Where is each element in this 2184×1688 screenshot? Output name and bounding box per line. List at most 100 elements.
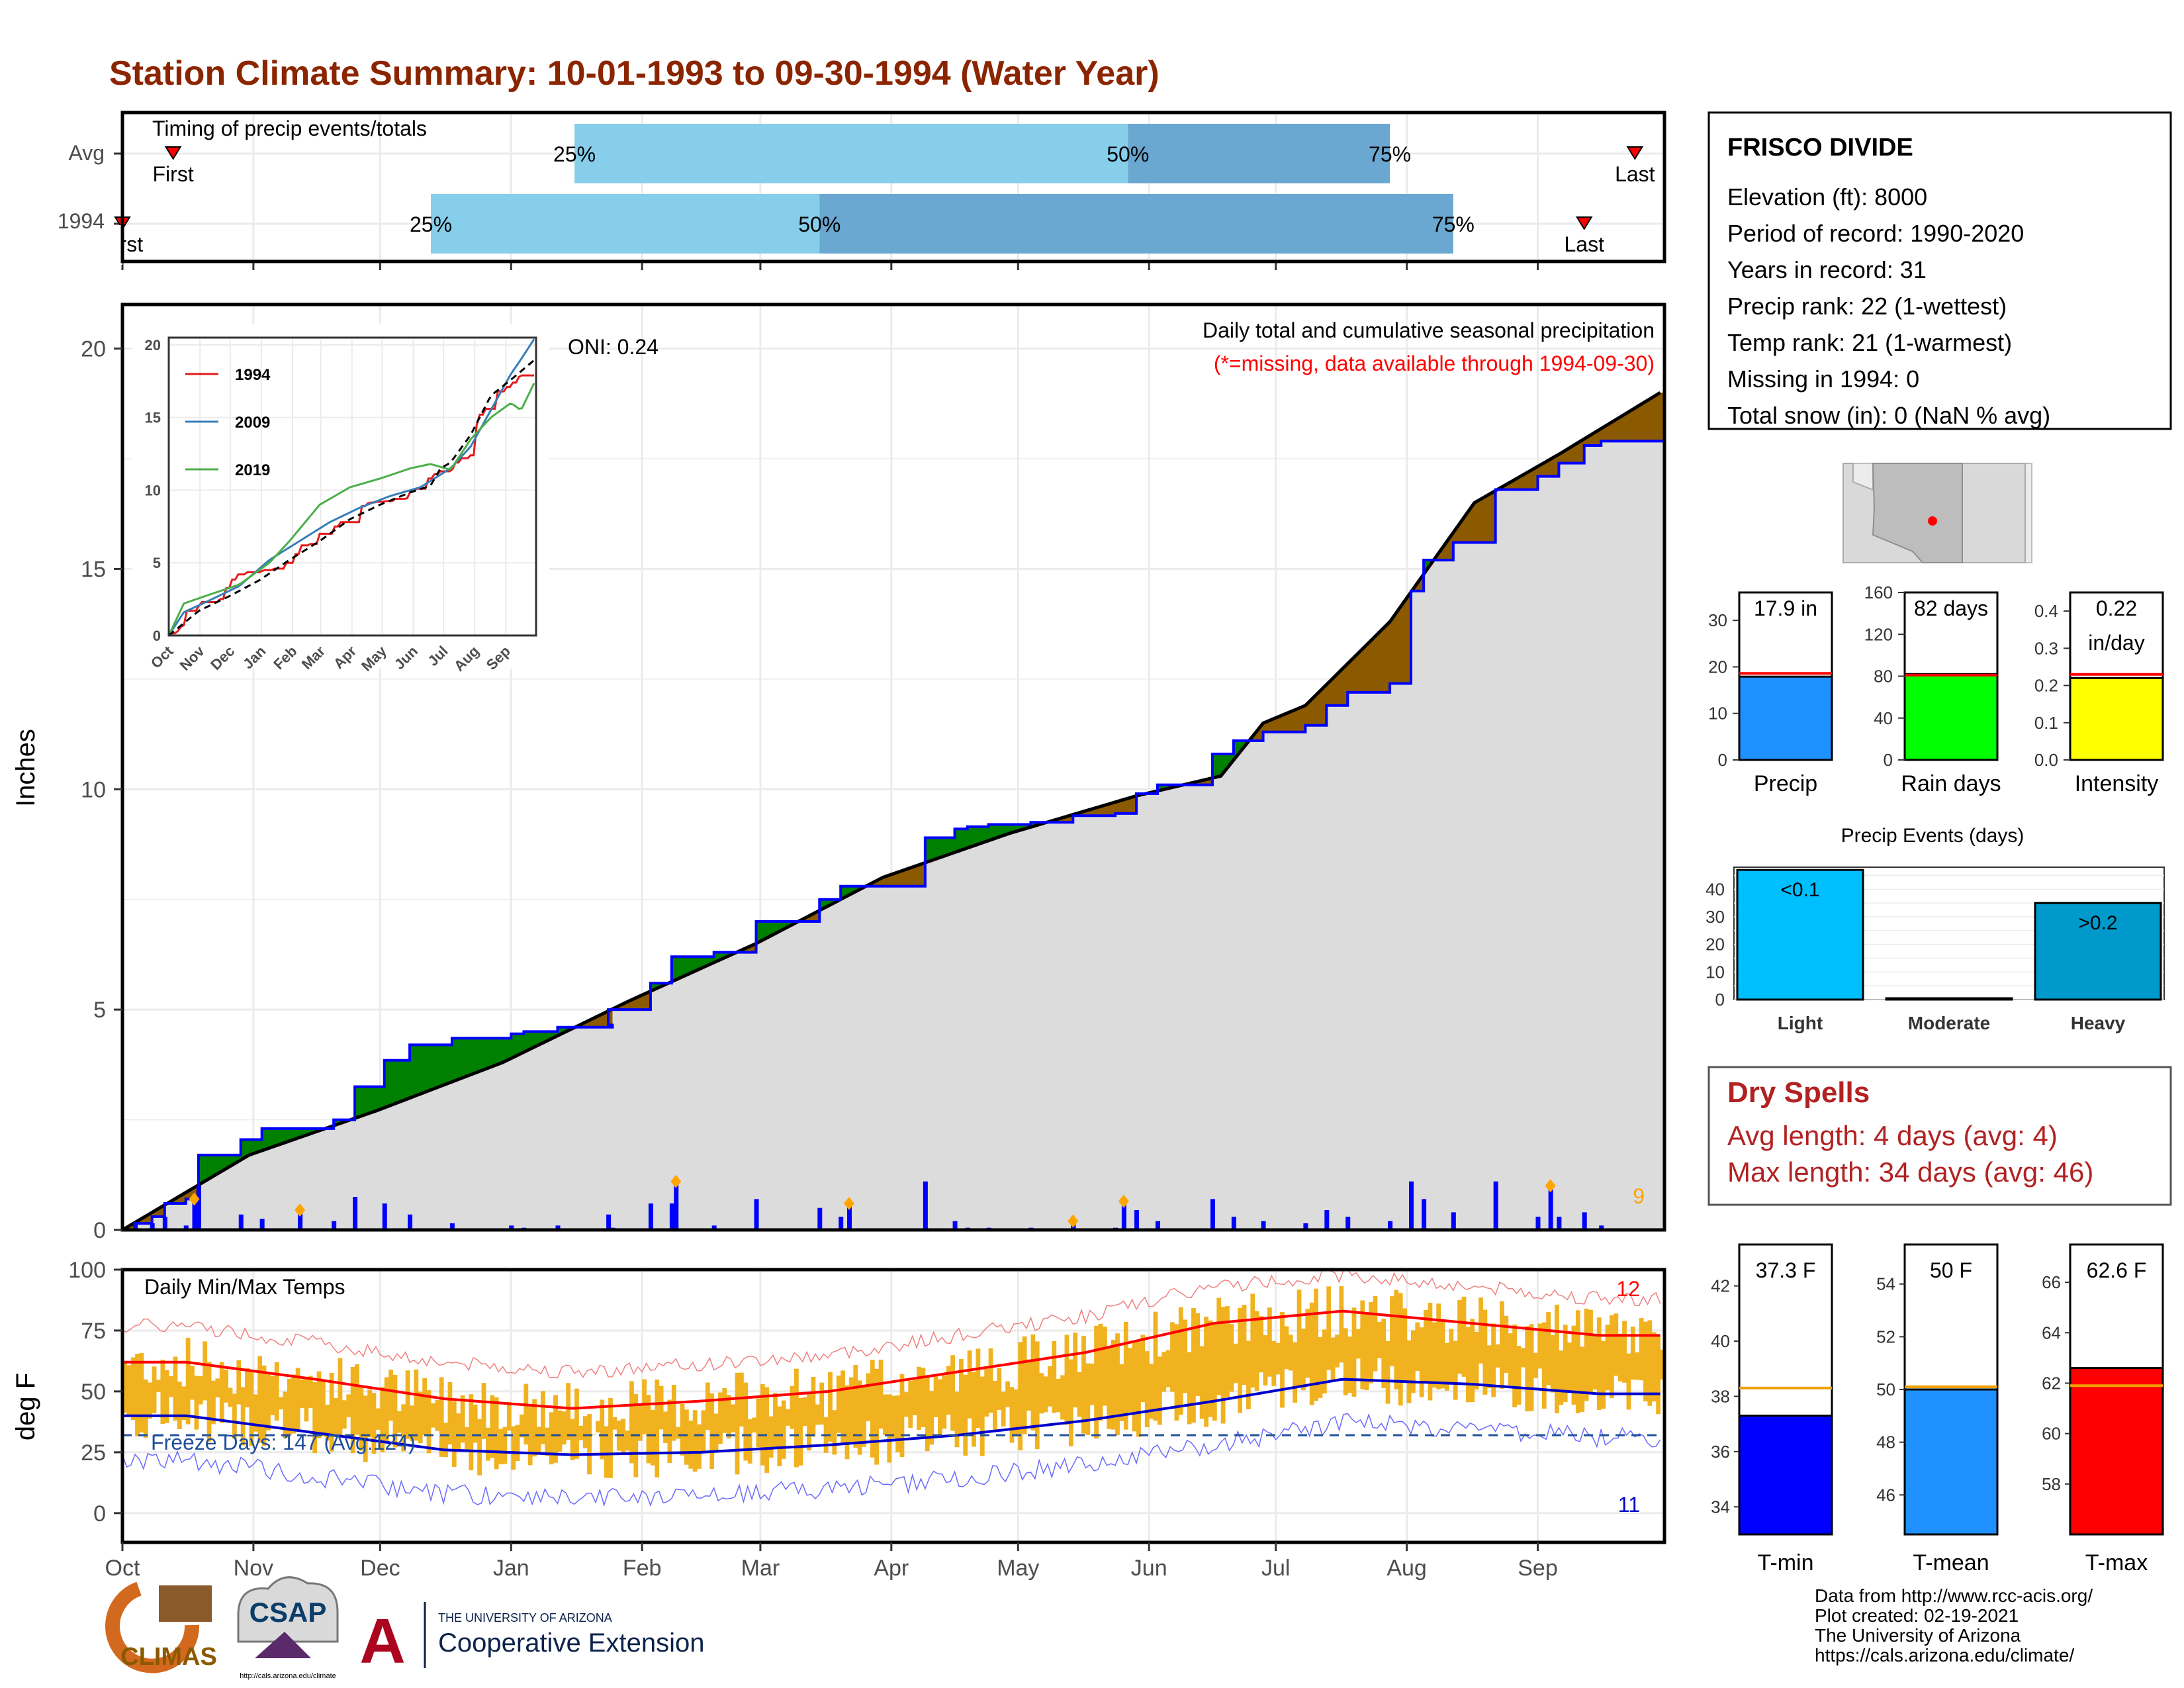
cumulative-fill-day <box>439 1086 444 1230</box>
cumulative-fill-day <box>1293 731 1298 1230</box>
daily-temp-range-bar <box>566 1383 571 1440</box>
mini-bar-value <box>2069 677 2164 761</box>
cumulative-fill-day <box>874 886 880 1230</box>
above-avg-fill-day <box>958 829 964 851</box>
below-avg-fill-day <box>903 869 909 886</box>
daily-temp-range-bar <box>899 1374 905 1458</box>
daily-temp-range-bar <box>1406 1340 1412 1403</box>
above-avg-fill-day <box>938 837 942 858</box>
daily-temp-range-bar <box>1369 1302 1373 1383</box>
daily-temp-range-bar <box>341 1400 347 1429</box>
cumulative-fill-day <box>1098 816 1103 1230</box>
below-avg-fill-day <box>177 1196 182 1204</box>
daily-temp-range-bar <box>600 1399 605 1460</box>
daily-temp-range-bar <box>642 1379 647 1434</box>
csap-url: http://cals.arizona.edu/climate <box>240 1672 336 1680</box>
above-avg-fill-day <box>993 824 997 839</box>
cumulative-fill-day <box>844 896 850 1230</box>
daily-temp-range-bar <box>506 1401 512 1431</box>
daily-temp-range-bar <box>143 1379 148 1438</box>
daily-temp-range-bar <box>1022 1336 1027 1434</box>
below-avg-fill-day <box>621 1004 626 1010</box>
daily-temp-range-bar <box>1107 1346 1112 1429</box>
above-avg-fill-day <box>494 1038 499 1065</box>
below-avg-fill-day <box>1119 800 1124 814</box>
daily-temp-range-bar <box>655 1380 660 1477</box>
above-avg-fill-day <box>477 1038 482 1072</box>
cumulative-fill-day <box>984 841 989 1230</box>
daily-temp-range-bar <box>604 1426 609 1478</box>
above-avg-fill-day <box>1005 824 1011 834</box>
temp-frame <box>120 1268 1666 1544</box>
inset-y-tick-label: 20 <box>145 337 161 353</box>
cumulative-fill-day <box>688 972 694 1230</box>
daily-temp-range-bar <box>1360 1300 1365 1389</box>
daily-temp-range-bar <box>1259 1316 1263 1373</box>
daily-temp-range-bar <box>1204 1317 1208 1427</box>
daily-temp-range-bar <box>228 1387 233 1407</box>
cumulative-fill-day <box>1592 445 1598 1230</box>
below-avg-fill-day <box>752 944 757 953</box>
daily-temp-range-bar <box>1453 1340 1458 1400</box>
daily-temp-range-bar <box>967 1350 972 1419</box>
below-avg-fill-day <box>600 1014 605 1027</box>
below-avg-fill-day <box>1406 594 1412 684</box>
above-avg-fill-day <box>532 1031 537 1047</box>
daily-temp-range-bar <box>595 1421 600 1432</box>
cumulative-fill-day <box>1440 560 1445 1230</box>
daily-temp-range-bar <box>291 1374 296 1434</box>
cumulative-fill-day <box>367 1113 373 1230</box>
daily-temp-range-bar <box>156 1380 161 1392</box>
cumulative-fill-day <box>942 856 947 1230</box>
below-avg-fill-day <box>148 1213 153 1224</box>
daily-temp-range-bar <box>1512 1324 1517 1407</box>
daily-temp-range-bar <box>135 1354 140 1436</box>
inset-y-tick-label: 5 <box>153 555 161 571</box>
cumulative-fill-day <box>418 1094 423 1230</box>
mini-bar-value-label: 17.9 in <box>1754 596 1817 620</box>
daily-precip-bar <box>196 1186 201 1230</box>
daily-temp-range-bar <box>1284 1326 1289 1369</box>
cumulative-fill-day <box>1580 463 1585 1230</box>
daily-temp-range-bar <box>1085 1363 1091 1435</box>
daily-temp-range-bar <box>718 1392 723 1444</box>
daily-temp-range-bar <box>997 1368 1002 1410</box>
above-avg-fill-day <box>709 957 715 964</box>
daily-temp-range-bar <box>921 1368 926 1427</box>
temp-mini-bar <box>2069 1367 2164 1536</box>
station-info-line: Temp rank: 21 (1-warmest) <box>1727 329 2012 356</box>
daily-temp-range-bar <box>819 1382 825 1425</box>
daily-temp-range-bar <box>1373 1295 1378 1372</box>
daily-temp-range-bar <box>1486 1345 1492 1389</box>
climas-logo-text: CLIMAS <box>120 1643 217 1671</box>
daily-temp-range-bar <box>287 1378 292 1435</box>
cumulative-fill-day <box>1610 441 1614 1231</box>
temp-mini-tick-label: 62 <box>2042 1373 2061 1393</box>
below-avg-fill-day <box>874 880 880 886</box>
daily-temp-range-bar <box>828 1372 833 1442</box>
daily-precip-bar <box>509 1225 514 1230</box>
below-avg-fill-day <box>143 1216 148 1224</box>
above-avg-fill-day <box>540 1031 545 1043</box>
daily-temp-range-bar <box>853 1364 858 1448</box>
above-avg-fill-day <box>848 886 854 894</box>
month-tick-label: Aug <box>1387 1556 1427 1581</box>
cumulative-fill-day <box>431 1089 435 1230</box>
mini-bar-tick-label: 0.1 <box>2034 713 2058 733</box>
above-avg-fill-day <box>384 1060 389 1107</box>
cumulative-fill-day <box>1567 463 1572 1230</box>
cumulative-fill-day <box>177 1203 182 1230</box>
daily-precip-bar <box>1155 1221 1160 1230</box>
daily-temp-range-bar <box>190 1366 195 1400</box>
events-category-label: Heavy <box>2071 1013 2126 1033</box>
cumulative-fill-day <box>1390 683 1394 1230</box>
above-avg-fill-day <box>972 826 976 846</box>
precip-y-tick-label: 20 <box>81 337 106 362</box>
daily-temp-range-bar <box>1183 1319 1188 1393</box>
daily-temp-range-bar <box>993 1381 997 1431</box>
temp-mini-tick-label: 40 <box>1711 1331 1730 1351</box>
cumulative-fill-day <box>1107 816 1112 1230</box>
dry-spells-avg: Avg length: 4 days (avg: 4) <box>1727 1120 2058 1151</box>
daily-temp-range-bar <box>786 1409 791 1426</box>
daily-temp-range-bar <box>1238 1307 1243 1413</box>
